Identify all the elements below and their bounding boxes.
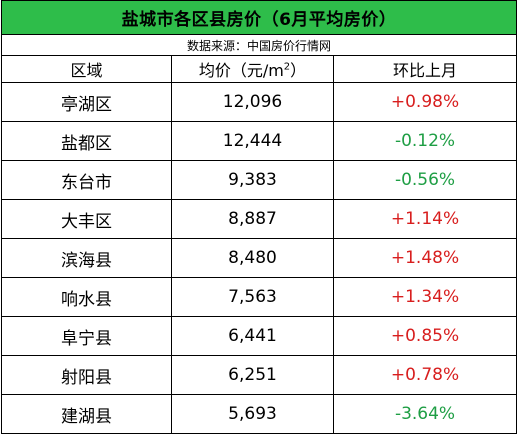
area-cell: 建湖县 bbox=[1, 394, 172, 434]
change-cell: +1.34% bbox=[332, 277, 517, 317]
price-table: 盐城市各区县房价（6月平均房价） 数据来源：中国房价行情网 区域 均价（元/m2… bbox=[0, 0, 517, 434]
price-cell: 8,887 bbox=[171, 199, 334, 239]
area-cell: 响水县 bbox=[1, 277, 172, 317]
change-cell: +1.14% bbox=[332, 199, 517, 239]
header-price-sup: 2 bbox=[283, 61, 291, 73]
price-cell: 5,693 bbox=[171, 394, 334, 434]
source-row: 数据来源：中国房价行情网 bbox=[0, 34, 517, 56]
title-row: 盐城市各区县房价（6月平均房价） bbox=[0, 0, 517, 35]
change-cell: +0.85% bbox=[332, 316, 517, 356]
table-row: 射阳县 6,251 +0.78% bbox=[1, 355, 517, 395]
header-row: 区域 均价（元/m2） 环比上月 bbox=[1, 55, 517, 83]
area-cell: 滨海县 bbox=[1, 238, 172, 278]
change-cell: -3.64% bbox=[332, 394, 517, 434]
change-cell: -0.12% bbox=[332, 121, 517, 161]
change-cell: -0.56% bbox=[332, 160, 517, 200]
area-cell: 大丰区 bbox=[1, 199, 172, 239]
header-price: 均价（元/m2） bbox=[171, 55, 334, 83]
table-title: 盐城市各区县房价（6月平均房价） bbox=[0, 0, 517, 35]
header-area: 区域 bbox=[1, 55, 172, 83]
price-cell: 12,444 bbox=[171, 121, 334, 161]
price-cell: 12,096 bbox=[171, 82, 334, 122]
price-cell: 6,441 bbox=[171, 316, 334, 356]
table-row: 滨海县 8,480 +1.48% bbox=[1, 238, 517, 278]
area-cell: 亭湖区 bbox=[1, 82, 172, 122]
price-cell: 9,383 bbox=[171, 160, 334, 200]
area-cell: 阜宁县 bbox=[1, 316, 172, 356]
table-row: 响水县 7,563 +1.34% bbox=[1, 277, 517, 317]
area-cell: 盐都区 bbox=[1, 121, 172, 161]
change-cell: +0.98% bbox=[332, 82, 517, 122]
header-price-suffix: ） bbox=[290, 61, 307, 80]
area-cell: 东台市 bbox=[1, 160, 172, 200]
data-source: 数据来源：中国房价行情网 bbox=[0, 34, 517, 56]
table-row: 大丰区 8,887 +1.14% bbox=[1, 199, 517, 239]
table-row: 东台市 9,383 -0.56% bbox=[1, 160, 517, 200]
table-row: 建湖县 5,693 -3.64% bbox=[1, 394, 517, 434]
price-cell: 6,251 bbox=[171, 355, 334, 395]
table-row: 亭湖区 12,096 +0.98% bbox=[1, 82, 517, 122]
price-cell: 7,563 bbox=[171, 277, 334, 317]
table-row: 阜宁县 6,441 +0.85% bbox=[1, 316, 517, 356]
header-change: 环比上月 bbox=[332, 55, 517, 83]
header-price-prefix: 均价（元/m bbox=[198, 61, 284, 80]
change-cell: +0.78% bbox=[332, 355, 517, 395]
table-row: 盐都区 12,444 -0.12% bbox=[1, 121, 517, 161]
area-cell: 射阳县 bbox=[1, 355, 172, 395]
price-cell: 8,480 bbox=[171, 238, 334, 278]
change-cell: +1.48% bbox=[332, 238, 517, 278]
